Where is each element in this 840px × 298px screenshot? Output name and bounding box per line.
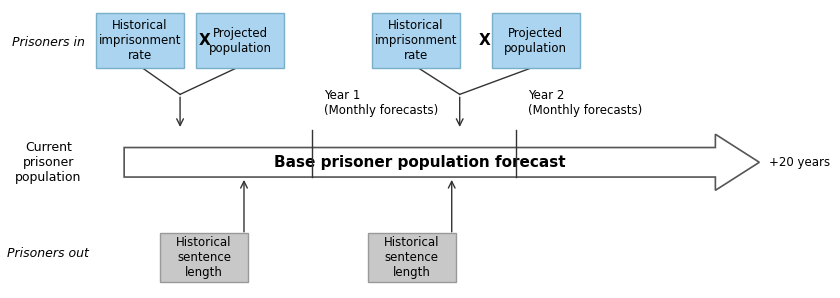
- Text: Prisoners out: Prisoners out: [8, 247, 89, 260]
- Text: X: X: [479, 33, 491, 48]
- Text: Current
prisoner
population: Current prisoner population: [15, 141, 81, 184]
- Text: Prisoners in: Prisoners in: [12, 36, 85, 49]
- Text: Year 2
(Monthly forecasts): Year 2 (Monthly forecasts): [528, 89, 642, 117]
- Text: Base prisoner population forecast: Base prisoner population forecast: [274, 155, 565, 170]
- Text: Historical
imprisonment
rate: Historical imprisonment rate: [375, 19, 457, 62]
- FancyBboxPatch shape: [368, 233, 456, 282]
- Polygon shape: [124, 134, 759, 190]
- Text: Historical
sentence
length: Historical sentence length: [176, 236, 232, 279]
- FancyBboxPatch shape: [491, 13, 580, 68]
- Text: X: X: [199, 33, 211, 48]
- Text: Projected
population: Projected population: [504, 27, 567, 55]
- Text: +20 years: +20 years: [769, 156, 830, 169]
- FancyBboxPatch shape: [97, 13, 184, 68]
- Text: Year 1
(Monthly forecasts): Year 1 (Monthly forecasts): [324, 89, 438, 117]
- FancyBboxPatch shape: [372, 13, 459, 68]
- Text: Projected
population: Projected population: [208, 27, 271, 55]
- Text: Historical
imprisonment
rate: Historical imprisonment rate: [99, 19, 181, 62]
- Text: Historical
sentence
length: Historical sentence length: [384, 236, 439, 279]
- FancyBboxPatch shape: [196, 13, 284, 68]
- FancyBboxPatch shape: [160, 233, 248, 282]
